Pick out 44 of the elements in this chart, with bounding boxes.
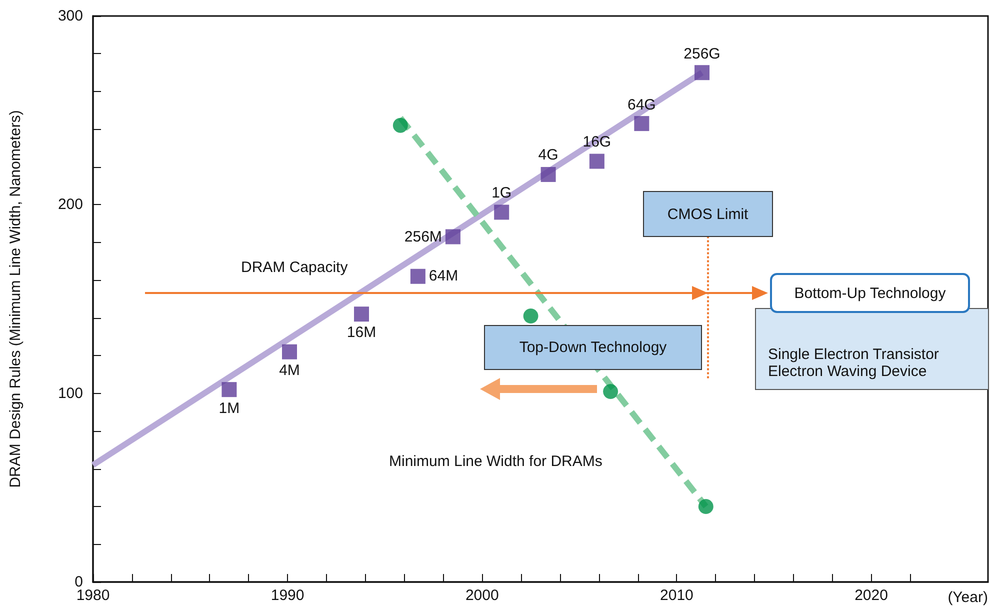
point — [540, 166, 556, 182]
label-box: Single Electron Transistor Electron Waving Device — [755, 308, 989, 390]
point — [589, 154, 604, 169]
annotation: 64M — [428, 266, 458, 286]
point — [603, 384, 618, 399]
point — [494, 204, 510, 220]
annotation: DRAM Capacity — [241, 258, 348, 278]
x-axis-title: (Year) — [948, 588, 988, 607]
y-tick-label: 200 — [58, 196, 83, 214]
annotation: 1M — [218, 398, 240, 418]
x-tick-label: 2000 — [465, 587, 499, 604]
point — [445, 229, 460, 244]
point — [694, 65, 710, 80]
annotation: 4G — [538, 146, 558, 166]
label-box: Bottom-Up Technology — [770, 273, 970, 313]
point — [410, 268, 426, 284]
annotation: Single Electron Transistor — [768, 346, 939, 363]
annotation: 16G — [582, 132, 612, 152]
label-box: Top-Down Technology — [484, 325, 702, 370]
point — [698, 499, 714, 514]
annotation: 64G — [627, 95, 656, 115]
annotation: 256G — [684, 44, 720, 64]
x-tick-label: 2020 — [854, 587, 888, 604]
annotation: Bottom-Up Technology — [794, 284, 946, 302]
annotation: 16M — [346, 323, 376, 343]
point — [523, 308, 538, 324]
annotation: Electron Waving Device — [768, 363, 927, 380]
x-tick-label: 2010 — [660, 587, 694, 604]
y-tick-label: 100 — [58, 384, 83, 402]
point — [392, 118, 408, 133]
point — [282, 344, 298, 360]
point — [222, 382, 237, 398]
annotation: 1G — [492, 184, 512, 204]
x-tick-label: 1990 — [270, 587, 304, 604]
point — [354, 306, 369, 322]
y-tick-label: 300 — [58, 8, 83, 24]
y-axis-title: DRAM Design Rules (Minimum Line Width, Nanometers) — [7, 110, 24, 488]
point — [634, 116, 650, 132]
annotation: Top-Down Technology — [519, 339, 667, 356]
annotation: Minimum Line Width for DRAMs — [389, 452, 602, 472]
annotation: 256M — [404, 226, 442, 246]
ref-line-label: CMOS Limit — [667, 206, 748, 222]
annotation: 4M — [279, 360, 300, 380]
label-box: CMOS Limit — [642, 191, 773, 237]
